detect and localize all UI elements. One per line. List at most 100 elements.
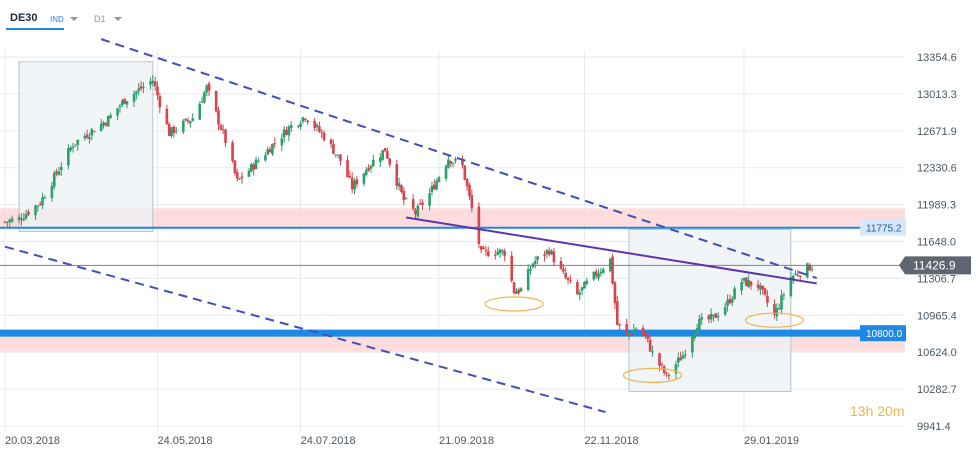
timeframe-caret-icon[interactable] — [114, 17, 122, 21]
date-axis: 20.03.2018 24.05.2018 24.07.2018 21.09.2018… — [5, 435, 799, 447]
y-tick-label: 9941.4 — [917, 421, 951, 433]
candle-body — [123, 98, 126, 104]
candle-body — [402, 190, 406, 201]
candle-body — [334, 154, 338, 156]
candle-body — [733, 288, 736, 300]
candle-body — [547, 250, 551, 255]
trendlines[interactable] — [4, 38, 818, 414]
candle-body — [780, 295, 783, 310]
candle-body — [660, 364, 664, 366]
indicator-label[interactable]: IND — [50, 15, 64, 24]
candle-body — [271, 143, 274, 155]
candle-body — [120, 100, 124, 106]
candle-body — [250, 163, 253, 172]
candle-body — [318, 125, 321, 132]
candle-body — [759, 285, 762, 290]
candle-body — [745, 277, 748, 286]
candle-body — [303, 118, 307, 120]
candle-body — [486, 251, 490, 257]
candle-body — [313, 120, 316, 128]
candle-body — [627, 333, 631, 335]
candle-body — [280, 138, 284, 146]
candle-body — [102, 122, 105, 126]
candle-body — [698, 318, 701, 331]
candle-body — [306, 120, 309, 123]
candle-body — [36, 205, 40, 207]
candle-body — [125, 101, 129, 105]
candle-body — [353, 180, 356, 190]
candle-body — [468, 184, 471, 197]
candle-body — [503, 251, 506, 256]
candle-body — [576, 282, 579, 295]
candle-body — [362, 173, 366, 184]
candle-body — [515, 291, 518, 295]
candle-body — [200, 101, 204, 103]
candle-body — [726, 299, 729, 306]
y-tick-label: 10282.7 — [917, 384, 957, 396]
candle-body — [233, 160, 237, 174]
candle-body — [599, 271, 603, 274]
timeframe-label[interactable]: D1 — [94, 14, 106, 24]
candle-body — [350, 177, 354, 190]
candle-body — [339, 154, 342, 161]
candle-body — [301, 117, 305, 122]
candle-body — [674, 364, 678, 374]
candle-body — [83, 136, 87, 139]
candle-body — [714, 313, 718, 318]
candle-body — [416, 205, 420, 217]
candle-body — [104, 123, 108, 126]
candle-body — [355, 179, 359, 185]
candle-body — [679, 357, 682, 361]
candle-body — [613, 282, 617, 304]
candle-body — [634, 328, 638, 330]
candle-body — [512, 282, 516, 294]
candle-body — [52, 172, 56, 187]
candle-body — [615, 301, 619, 325]
candle-body — [543, 254, 546, 256]
candle-body — [695, 328, 699, 334]
candle-body — [109, 115, 112, 119]
candle-body — [482, 247, 485, 249]
candle-body — [700, 317, 704, 320]
indicator-caret-icon[interactable] — [70, 17, 78, 21]
candle-body — [191, 118, 194, 121]
candle-body — [658, 353, 661, 366]
candle-body — [526, 269, 530, 291]
y-tick-label: 11648.0 — [917, 237, 956, 249]
candle-body — [34, 205, 37, 216]
candle-body — [569, 280, 572, 282]
candle-body — [730, 299, 734, 303]
candle-body — [181, 120, 185, 132]
candle-body — [132, 93, 136, 102]
candle-body — [665, 372, 668, 374]
candle-body — [404, 198, 408, 200]
candle-body — [3, 221, 7, 223]
candle-body — [139, 86, 143, 89]
candle-body — [240, 176, 244, 179]
candle-body — [798, 276, 802, 278]
candle-body — [773, 303, 776, 315]
candle-body — [566, 277, 570, 280]
candle-body — [8, 219, 11, 223]
candle-body — [630, 333, 633, 335]
y-tick-label: 10965.4 — [917, 310, 957, 322]
candle-body — [41, 197, 44, 206]
candle-body — [264, 155, 267, 161]
candle-body — [493, 254, 497, 256]
candle-body — [320, 131, 324, 133]
candle-body — [174, 130, 178, 132]
candle-body — [435, 180, 438, 190]
x-tick-label: 24.05.2018 — [157, 435, 212, 447]
y-tick-label: 11306.7 — [917, 273, 956, 285]
candle-body — [257, 160, 260, 162]
candle-body — [38, 203, 42, 205]
dashed-trendline — [100, 38, 818, 279]
candle-body — [106, 116, 110, 127]
candle-body — [92, 131, 96, 133]
candle-body — [99, 123, 103, 131]
candle-body — [238, 178, 241, 180]
symbol-label[interactable]: DE30 — [10, 12, 38, 24]
candle-body — [315, 124, 319, 128]
range-boxes — [18, 61, 792, 393]
